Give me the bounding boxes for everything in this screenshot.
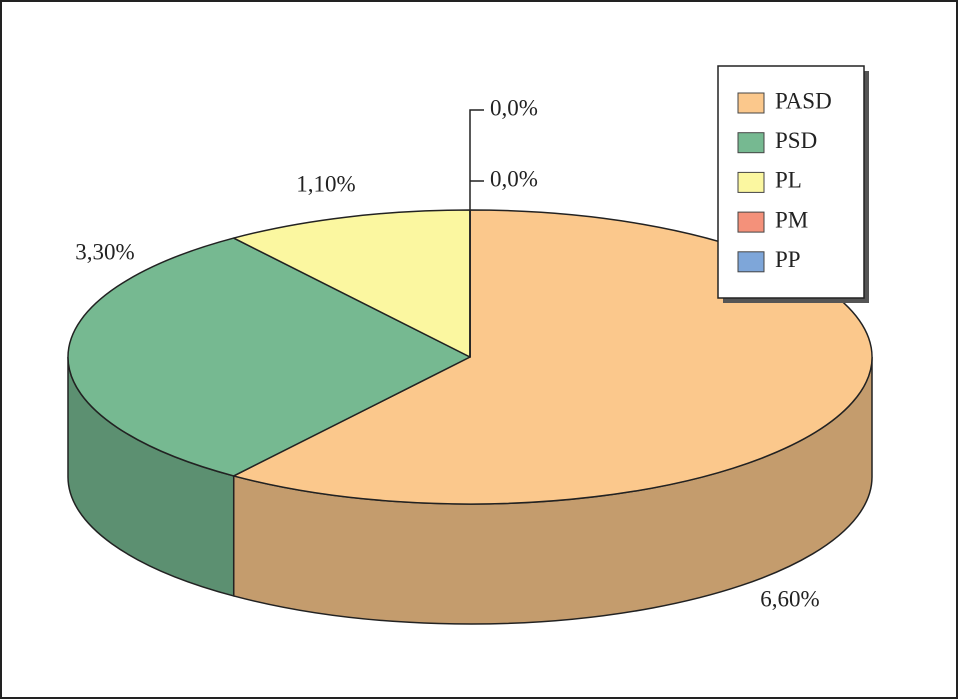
legend-label: PL xyxy=(775,168,802,193)
legend-swatch xyxy=(737,132,765,154)
data-label: 1,10% xyxy=(296,171,355,196)
legend-swatch xyxy=(737,92,765,114)
pie-slice xyxy=(67,237,471,477)
data-label: 0,0% xyxy=(490,166,538,191)
data-label: 0,0% xyxy=(490,95,538,120)
legend-swatch xyxy=(737,251,765,273)
legend-label: PASD xyxy=(775,88,832,113)
pie: 6,60% 3,30% 1,10% 0,0% 0,0% xyxy=(67,95,873,625)
legend-label: PM xyxy=(775,207,808,232)
legend-swatch xyxy=(737,211,765,233)
pie-slice xyxy=(232,209,873,505)
data-label: 6,60% xyxy=(760,586,819,611)
data-label: 3,30% xyxy=(75,239,134,264)
leader-line xyxy=(469,109,484,210)
legend-label: PP xyxy=(775,247,801,272)
legend-swatch xyxy=(737,171,765,193)
pie-slice xyxy=(232,209,471,358)
legend: PASD PSD PL PM PP xyxy=(717,65,869,303)
legend-label: PSD xyxy=(775,128,817,153)
